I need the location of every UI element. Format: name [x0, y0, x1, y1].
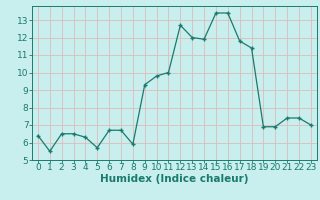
- X-axis label: Humidex (Indice chaleur): Humidex (Indice chaleur): [100, 174, 249, 184]
